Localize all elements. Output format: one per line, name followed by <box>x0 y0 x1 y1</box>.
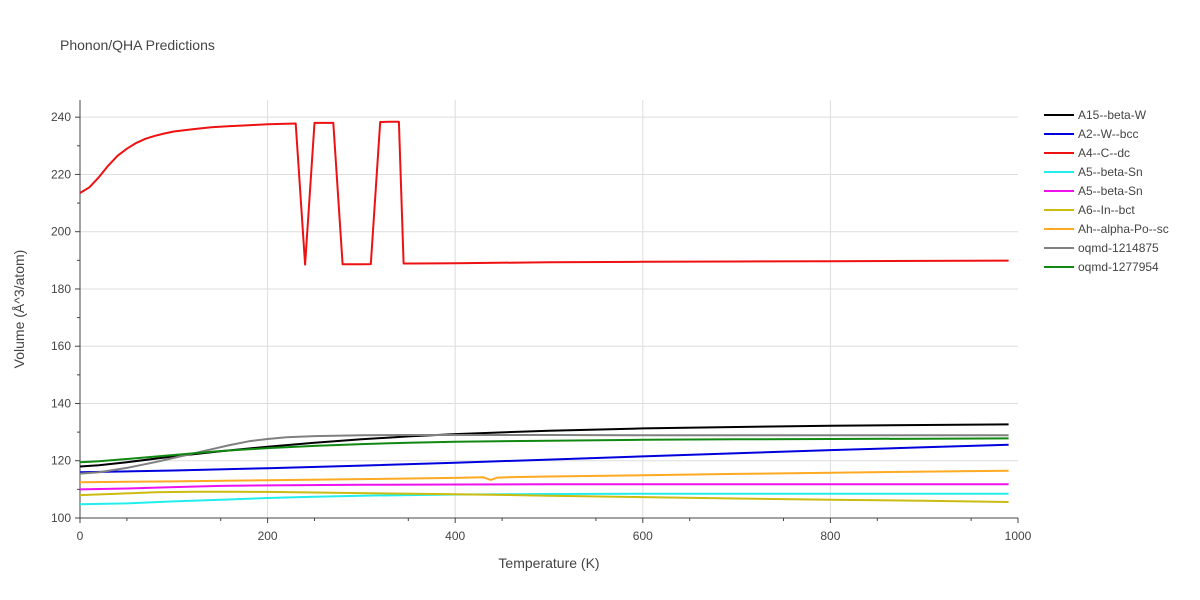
series-line-7 <box>79 469 1009 484</box>
x-tick-label: 0 <box>77 529 84 543</box>
y-tick-label: 100 <box>51 511 71 525</box>
axes-layer <box>79 100 1018 519</box>
legend-label: Ah--alpha-Po--sc <box>1078 222 1169 236</box>
chart-title: Phonon/QHA Predictions <box>60 37 215 53</box>
series-line-8 <box>79 434 1009 475</box>
series-line-9 <box>79 437 1009 464</box>
y-tick-label: 220 <box>51 167 71 181</box>
y-tick-label: 140 <box>51 396 71 410</box>
x-tick-label: 400 <box>445 529 465 543</box>
y-tick-label: 200 <box>51 225 71 239</box>
legend: A15--beta-W A2--W--bcc A4--C--dc A5--beta-S… <box>1044 108 1169 274</box>
series-line-2 <box>79 443 1009 474</box>
legend-label: A5--beta-Sn <box>1078 165 1143 179</box>
series-line-6 <box>79 490 1009 503</box>
y-tick-label: 120 <box>51 454 71 468</box>
x-tick-label: 800 <box>820 529 840 543</box>
legend-label: A2--W--bcc <box>1078 127 1138 141</box>
legend-label: A4--C--dc <box>1078 146 1130 160</box>
legend-label: oqmd-1214875 <box>1078 241 1159 255</box>
legend-label: oqmd-1277954 <box>1078 260 1159 274</box>
series-line-3 <box>79 120 1009 266</box>
legend-label: A6--In--bct <box>1078 203 1135 217</box>
series-line-4 <box>79 492 1009 506</box>
x-axis-title: Temperature (K) <box>498 555 599 571</box>
x-tick-label: 600 <box>633 529 653 543</box>
legend-label: A5--beta-Sn <box>1078 184 1143 198</box>
series-line-1 <box>79 423 1009 468</box>
legend-label: A15--beta-W <box>1078 108 1147 122</box>
x-tick-label: 1000 <box>1005 529 1032 543</box>
tick-layer: 0 200 400 600 800 1000 100 120 140 160 180 200 220 24… <box>51 110 1032 543</box>
y-tick-label: 240 <box>51 110 71 124</box>
series-line-5 <box>79 483 1009 491</box>
x-tick-label: 200 <box>258 529 278 543</box>
y-tick-label: 160 <box>51 339 71 353</box>
series-layer <box>79 120 1009 506</box>
y-tick-label: 180 <box>51 282 71 296</box>
y-axis-title: Volume (Å^3/atom) <box>11 250 27 369</box>
